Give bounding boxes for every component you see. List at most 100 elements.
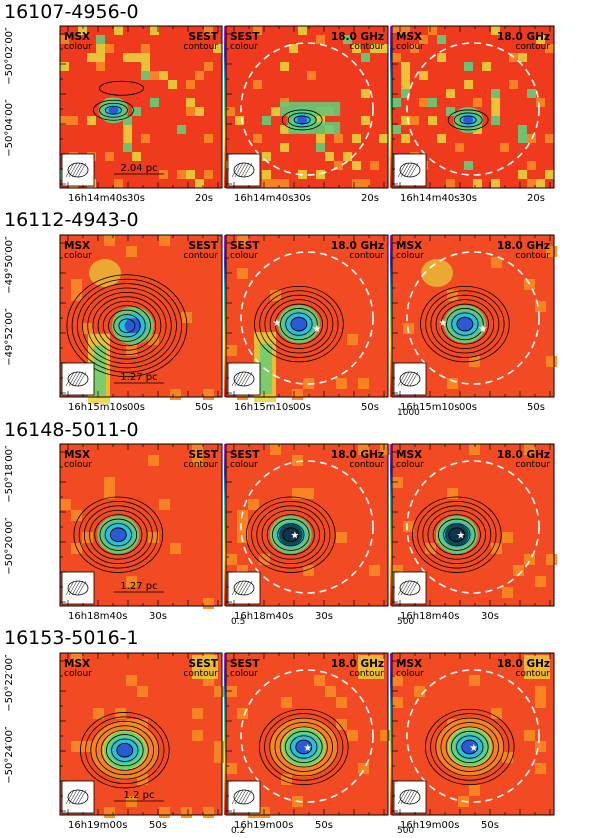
noise-pixel: [380, 444, 391, 455]
panel-label-right: 18.0 GHz: [497, 658, 550, 670]
beam-hatch: [409, 162, 419, 178]
noise-pixel: [502, 532, 513, 543]
noise-pixel: [270, 290, 281, 301]
map-panel: MSXcolourSESTcontour432116h15m10s00s50s: [59, 234, 237, 413]
contour-line: [279, 726, 328, 768]
contour-line: [80, 712, 170, 789]
panel-label-right: 18.0 GHz: [497, 240, 550, 252]
noise-pixel: [280, 143, 289, 152]
noise-pixel: [358, 763, 369, 774]
beam-inset: [227, 780, 261, 814]
noise-pixel: [148, 334, 159, 345]
ra-tick-label: 16h15m10s: [68, 402, 127, 413]
scale-bar-label: 1.2 pc: [124, 790, 155, 801]
beam-hatch: [231, 371, 241, 387]
noise-pixel: [419, 98, 428, 107]
noise-pixel: [262, 152, 271, 161]
noise-pixel: [170, 389, 181, 400]
panel-frame: [59, 652, 223, 816]
beam-inset: [61, 571, 95, 605]
noise-pixel: [289, 44, 298, 53]
contour-line: [254, 285, 344, 363]
primary-beam-circle: [240, 251, 374, 385]
noise-pixel: [237, 521, 248, 532]
ra-tick-label: 30s: [127, 193, 145, 204]
noise-pixel: [303, 565, 314, 576]
ra-tick-label: 30s: [315, 611, 333, 622]
noise-pixel: [401, 62, 410, 71]
noise-pixel: [253, 80, 262, 89]
contour-line: [456, 316, 474, 332]
ra-tick-label: 50s: [315, 820, 333, 831]
noise-pixel: [524, 730, 535, 741]
panel-label-right: 18.0 GHz: [331, 449, 384, 461]
noise-pixel: [114, 179, 123, 188]
ra-tick-label: 16h15m10s: [400, 402, 459, 413]
noise-pixel: [502, 752, 513, 763]
emission-peak-core: [124, 318, 142, 334]
noise-pixel: [87, 53, 96, 62]
noise-pixel: [419, 71, 428, 80]
beam-inset: [227, 362, 261, 396]
noise-pixel: [425, 543, 436, 554]
contour-line: [90, 720, 160, 780]
beam-hatch: [397, 371, 407, 387]
noise-pixel: [428, 116, 437, 125]
contour-line: [269, 299, 329, 349]
noise-pixel: [491, 179, 500, 188]
noise-pixel: [226, 554, 237, 565]
noise-pixel: [159, 170, 168, 179]
noise-pixel: [491, 98, 500, 107]
noise-pixel: [195, 107, 204, 116]
scale-bar-label: 1.27 pc: [120, 372, 157, 383]
noise-pixel: [369, 565, 380, 576]
noise-pixel: [181, 807, 192, 818]
noise-pixel: [105, 44, 114, 53]
figure-row: 16112-4943-0MSXcolourSESTcontour432116h1…: [4, 209, 557, 418]
noise-pixel: [347, 730, 358, 741]
beam-inset: [61, 362, 95, 396]
emission-peak-core: [463, 115, 474, 125]
noise-pixel: [186, 107, 195, 116]
ra-tick-label: 16h18m40s: [400, 611, 459, 622]
star-marker: ★: [303, 743, 312, 754]
contour-line: [446, 308, 484, 341]
contour-line: [78, 500, 158, 569]
contour-line: [256, 505, 326, 565]
contour-line: [274, 722, 333, 772]
beam-inset: [393, 153, 427, 187]
noise-pixel: [392, 98, 401, 107]
noise-pixel: [524, 444, 535, 455]
noise-pixel: [336, 378, 347, 389]
ra-tick-label: 50s: [195, 402, 213, 413]
noise-pixel: [262, 179, 271, 188]
dec-tick-label: −50°20′00″: [4, 517, 15, 575]
beam-inset: [61, 153, 95, 187]
primary-beam-circle: [240, 42, 374, 176]
panel-sublabel-right: contour: [515, 251, 550, 261]
ra-tick-label: 50s: [527, 402, 545, 413]
noise-pixel: [401, 134, 410, 143]
panel-frame: [225, 25, 389, 189]
panel-sublabel-right: contour: [349, 669, 384, 679]
panel-label-right: 18.0 GHz: [497, 449, 550, 461]
noise-pixel: [307, 71, 316, 80]
noise-pixel: [93, 708, 104, 719]
primary-beam-circle: [406, 460, 540, 594]
noise-pixel: [271, 107, 280, 116]
contour-line: [271, 518, 310, 551]
noise-pixel: [473, 98, 482, 107]
noise-pixel: [204, 62, 213, 71]
noise-pixel: [437, 53, 446, 62]
noise-pixel: [237, 235, 248, 246]
panel-label-left: MSX: [64, 240, 90, 252]
panel-sublabel-right: contour: [349, 42, 384, 52]
panel-frame: [225, 234, 389, 398]
contour-line: [266, 514, 315, 556]
beam-hatch: [71, 789, 81, 805]
contour-line: [450, 730, 489, 764]
noise-pixel: [292, 455, 303, 466]
contour-line: [102, 305, 151, 347]
